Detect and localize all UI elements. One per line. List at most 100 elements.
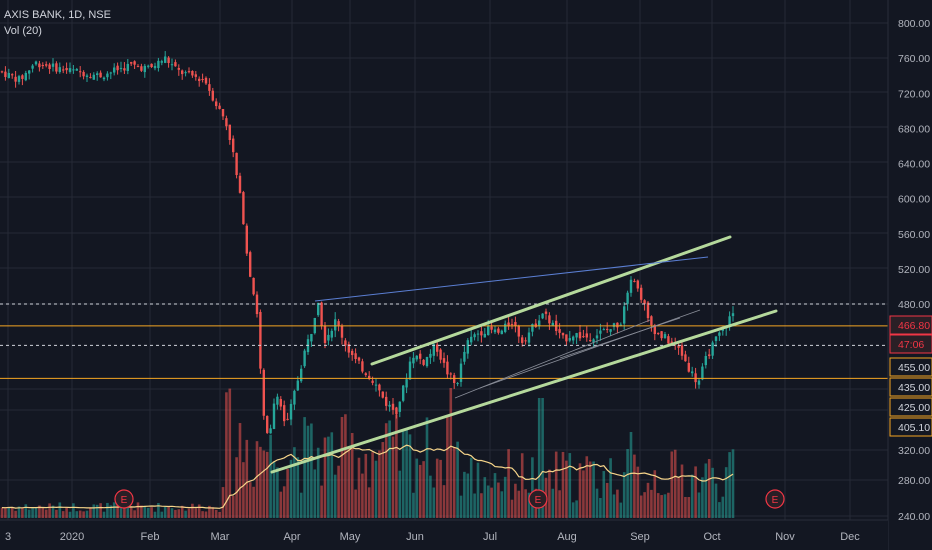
volume-bar bbox=[330, 432, 334, 518]
candle-body bbox=[119, 67, 123, 69]
candle-body bbox=[259, 311, 262, 369]
candle-body bbox=[487, 325, 490, 336]
candle-body bbox=[714, 336, 718, 341]
volume-bar bbox=[677, 477, 680, 518]
volume-bar bbox=[48, 503, 51, 518]
candle-body bbox=[85, 75, 89, 77]
candle-body bbox=[187, 71, 191, 73]
candle-body bbox=[589, 340, 592, 342]
volume-bar bbox=[415, 458, 419, 518]
candle-body bbox=[351, 350, 354, 356]
volume-bar bbox=[442, 485, 446, 518]
time-tick-label: Dec bbox=[840, 531, 860, 543]
volume-bar bbox=[687, 497, 691, 518]
earnings-circle bbox=[765, 489, 785, 509]
candle-body bbox=[538, 320, 541, 326]
candle-body bbox=[534, 323, 537, 327]
volume-bar bbox=[395, 414, 398, 518]
time-tick-label: Sep bbox=[630, 531, 650, 543]
time-tick-label: Oct bbox=[703, 531, 720, 543]
volume-bar bbox=[296, 457, 300, 518]
candle-body bbox=[483, 333, 486, 338]
price-tick-label: 640.00 bbox=[898, 159, 930, 171]
earnings-label: E bbox=[772, 495, 779, 506]
candle-body bbox=[310, 334, 313, 342]
volume-bar bbox=[89, 507, 92, 518]
earnings-marker[interactable]: E bbox=[528, 489, 548, 509]
candle-body bbox=[711, 342, 714, 356]
earnings-marker[interactable]: E bbox=[765, 489, 785, 509]
candle-body bbox=[398, 401, 401, 412]
candle-body bbox=[680, 345, 684, 356]
candle-body bbox=[480, 331, 483, 336]
volume-bar bbox=[248, 482, 252, 518]
earnings-label: E bbox=[121, 495, 128, 506]
volume-bar bbox=[582, 470, 585, 518]
volume-bar bbox=[435, 458, 439, 518]
volume-bar bbox=[204, 511, 208, 518]
volume-bar bbox=[4, 507, 7, 518]
volume-bar bbox=[265, 451, 269, 518]
candle-body bbox=[415, 355, 418, 360]
volume-bar bbox=[680, 464, 684, 518]
volume-bar bbox=[276, 467, 279, 518]
volume-bar bbox=[272, 461, 276, 518]
price-label-box bbox=[889, 377, 932, 397]
candle-body bbox=[541, 313, 544, 319]
volume-bar bbox=[361, 473, 364, 518]
candle-body bbox=[385, 396, 388, 406]
volume-bar bbox=[388, 420, 391, 518]
volume-bar bbox=[72, 503, 75, 518]
candle-body bbox=[643, 300, 646, 304]
volume-bar bbox=[10, 507, 14, 518]
volume-bar bbox=[357, 457, 361, 518]
candle-body bbox=[283, 405, 286, 422]
time-tick-label: Aug bbox=[557, 531, 577, 543]
volume-bar bbox=[350, 432, 354, 518]
candle-body bbox=[242, 192, 245, 225]
candle-body bbox=[361, 361, 364, 372]
candle-body bbox=[378, 384, 381, 391]
candle-body bbox=[191, 71, 194, 76]
time-axis-bg bbox=[0, 520, 888, 550]
volume-bar bbox=[731, 449, 735, 518]
candle-body bbox=[225, 118, 228, 127]
candle-body bbox=[408, 361, 412, 380]
volume-bar bbox=[548, 469, 551, 518]
candle-body bbox=[432, 344, 435, 356]
volume-bar bbox=[303, 417, 306, 518]
candle-body bbox=[92, 74, 95, 80]
volume-bar bbox=[653, 470, 657, 518]
candle-body bbox=[660, 331, 663, 339]
candle-body bbox=[96, 73, 99, 75]
candle-body bbox=[17, 76, 21, 82]
volume-bar bbox=[174, 509, 177, 518]
candle-body bbox=[126, 63, 129, 71]
candle-body bbox=[650, 316, 653, 326]
candle-body bbox=[701, 366, 704, 380]
candle-body bbox=[691, 371, 694, 374]
volume-bars bbox=[0, 388, 735, 518]
price-label-text: 425.00 bbox=[898, 402, 930, 414]
resistance-line bbox=[314, 256, 709, 302]
volume-bar bbox=[429, 475, 432, 518]
candle-body bbox=[371, 380, 374, 383]
volume-bar bbox=[701, 477, 704, 518]
candle-body bbox=[527, 332, 531, 343]
volume-bar bbox=[31, 507, 34, 518]
volume-bar bbox=[14, 510, 17, 518]
price-label-box bbox=[889, 397, 932, 417]
candle-body bbox=[184, 72, 187, 74]
volume-bar bbox=[422, 461, 425, 518]
volume-bar bbox=[592, 461, 595, 518]
candle-body bbox=[595, 335, 599, 339]
time-tick-label: Feb bbox=[141, 531, 160, 543]
symbol-title: AXIS BANK, 1D, NSE bbox=[4, 9, 111, 21]
price-label-text: 405.10 bbox=[898, 422, 930, 434]
candle-body bbox=[429, 353, 432, 358]
volume-bar bbox=[51, 505, 55, 518]
earnings-marker[interactable]: E bbox=[114, 489, 134, 509]
candle-body bbox=[544, 311, 548, 314]
